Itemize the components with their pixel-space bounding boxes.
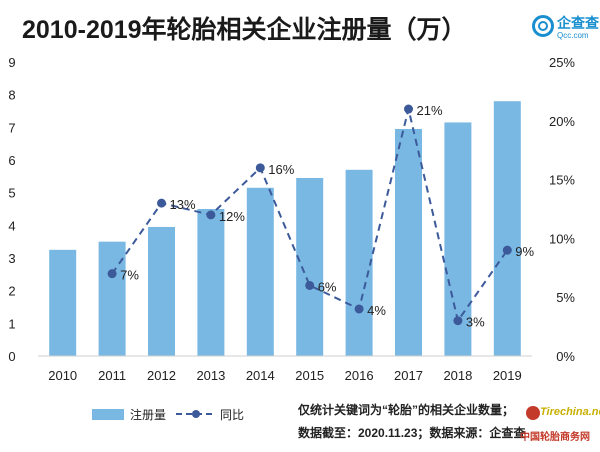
magnifier-circle-icon bbox=[532, 15, 554, 37]
y-left-tick-label: 7 bbox=[8, 120, 15, 135]
y-left-tick-label: 6 bbox=[8, 153, 15, 168]
bar bbox=[493, 101, 521, 356]
line-data-labels: 7% 13% 12% 16% 6% 4% 21% 3% 9% bbox=[120, 103, 534, 330]
brand-logo: 企查查 Qcc.com bbox=[532, 12, 599, 46]
x-tick-label: 2018 bbox=[443, 368, 472, 383]
line-data-label: 13% bbox=[170, 197, 196, 212]
x-tick-label: 2011 bbox=[98, 368, 126, 383]
logo-name: 企查查 bbox=[557, 15, 599, 31]
legend-line-swatch bbox=[176, 410, 216, 418]
x-tick-label: 2017 bbox=[394, 368, 423, 383]
y-right-axis: 0% 5% 10% 15% 20% 25% bbox=[549, 55, 575, 364]
line-point bbox=[157, 198, 166, 208]
bar bbox=[345, 169, 373, 356]
y-left-tick-label: 1 bbox=[8, 316, 15, 331]
bar bbox=[148, 226, 175, 356]
bar bbox=[296, 177, 324, 356]
y-right-tick-label: 10% bbox=[549, 231, 575, 246]
line-data-label: 6% bbox=[318, 279, 337, 294]
x-tick-label: 2010 bbox=[48, 368, 77, 383]
line-data-label: 4% bbox=[367, 303, 386, 318]
footnote-source: 数据截至：2020.11.23；数据来源：企查查 bbox=[298, 426, 526, 440]
legend-bar-swatch bbox=[92, 409, 124, 420]
y-right-tick-label: 5% bbox=[556, 290, 575, 305]
line-data-label: 9% bbox=[515, 244, 534, 259]
watermark-name: Tirechina.net bbox=[540, 406, 600, 418]
watermark-subtitle: 中国轮胎商务网 bbox=[520, 432, 590, 443]
footnote-scope: 仅统计关键词为“轮胎”的相关企业数量； bbox=[298, 403, 515, 417]
y-left-tick-label: 2 bbox=[8, 284, 15, 299]
x-tick-label: 2016 bbox=[345, 368, 374, 383]
legend-bar-label: 注册量 bbox=[130, 408, 167, 422]
line-point bbox=[354, 304, 364, 314]
bar bbox=[49, 249, 77, 356]
line-series bbox=[107, 104, 512, 326]
line-point bbox=[404, 104, 413, 114]
y-right-tick-label: 25% bbox=[549, 55, 575, 70]
line-data-label: 3% bbox=[466, 315, 485, 330]
x-tick-label: 2015 bbox=[295, 368, 324, 383]
y-left-tick-label: 9 bbox=[8, 55, 15, 70]
y-right-tick-label: 15% bbox=[549, 173, 575, 188]
combo-chart: 0 1 2 3 4 5 6 7 8 9 0% 5% 10% 15% 20% 25% 2010 2011 2012… bbox=[8, 55, 575, 383]
x-tick-label: 2013 bbox=[196, 368, 225, 383]
x-axis: 2010 2011 2012 2013 2014 2015 2016 2017 2018 2019 bbox=[48, 368, 522, 383]
line-data-label: 21% bbox=[417, 103, 443, 118]
line-point bbox=[107, 269, 117, 279]
line-data-label: 7% bbox=[120, 268, 139, 283]
chart-title: 2010-2019年轮胎相关企业注册量（万） bbox=[22, 16, 467, 44]
line-point bbox=[206, 210, 216, 220]
y-right-tick-label: 0% bbox=[556, 349, 575, 364]
x-tick-label: 2012 bbox=[147, 368, 176, 383]
x-tick-label: 2014 bbox=[246, 368, 275, 383]
bar bbox=[246, 187, 274, 356]
y-left-axis: 0 1 2 3 4 5 6 7 8 9 bbox=[8, 55, 15, 364]
line-point bbox=[502, 245, 512, 255]
y-left-tick-label: 0 bbox=[8, 349, 15, 364]
line-point bbox=[255, 163, 265, 173]
y-left-tick-label: 5 bbox=[8, 186, 15, 201]
logo-domain: Qcc.com bbox=[557, 31, 589, 40]
y-left-tick-label: 8 bbox=[8, 88, 15, 103]
x-tick-label: 2019 bbox=[493, 368, 522, 383]
line-data-label: 16% bbox=[268, 162, 294, 177]
line-data-label: 12% bbox=[219, 209, 245, 224]
watermark: Tirechina.net 中国轮胎商务网 bbox=[508, 404, 600, 448]
y-left-tick-label: 4 bbox=[8, 218, 15, 233]
bar bbox=[197, 209, 225, 356]
bar-series bbox=[49, 101, 521, 356]
line-path bbox=[111, 108, 509, 324]
line-point bbox=[453, 316, 463, 326]
y-left-tick-label: 3 bbox=[8, 251, 15, 266]
y-right-tick-label: 20% bbox=[549, 114, 575, 129]
line-point bbox=[305, 280, 315, 290]
legend-line-label: 同比 bbox=[220, 408, 245, 422]
bar bbox=[395, 128, 422, 356]
tire-logo-icon bbox=[526, 406, 540, 420]
